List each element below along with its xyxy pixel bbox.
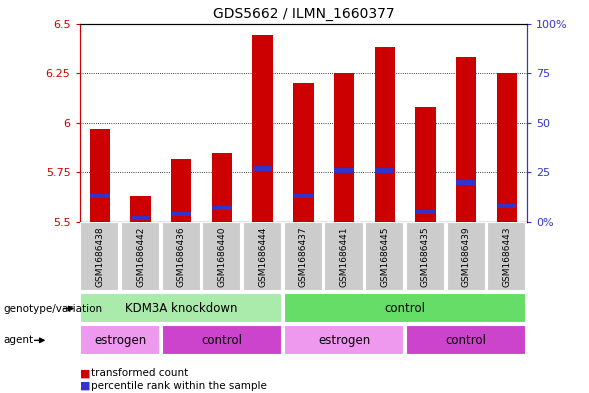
Bar <box>334 73 354 222</box>
Bar <box>406 325 527 356</box>
Bar <box>253 166 272 171</box>
Text: GSM1686444: GSM1686444 <box>258 226 267 286</box>
Bar <box>80 325 160 356</box>
Bar <box>446 222 486 291</box>
Bar <box>293 83 313 222</box>
Text: control: control <box>446 334 487 347</box>
Bar <box>90 194 110 198</box>
Bar <box>456 57 477 222</box>
Text: GSM1686435: GSM1686435 <box>421 226 430 287</box>
Text: GSM1686442: GSM1686442 <box>136 226 145 286</box>
Text: GSM1686443: GSM1686443 <box>502 226 511 286</box>
Bar <box>497 204 517 208</box>
Bar <box>284 222 323 291</box>
Bar <box>497 73 517 222</box>
Bar <box>131 216 150 220</box>
Bar <box>80 222 120 291</box>
Bar <box>284 325 404 356</box>
Text: estrogen: estrogen <box>318 334 370 347</box>
Text: GSM1686445: GSM1686445 <box>380 226 389 286</box>
Text: estrogen: estrogen <box>94 334 146 347</box>
Bar <box>415 107 436 222</box>
Text: ■: ■ <box>80 368 90 378</box>
Bar <box>203 222 241 291</box>
Bar <box>456 180 476 185</box>
Text: GSM1686438: GSM1686438 <box>95 226 104 287</box>
Bar <box>487 222 527 291</box>
Bar <box>294 194 313 198</box>
Bar <box>171 212 191 216</box>
Bar <box>243 222 282 291</box>
Bar <box>365 222 404 291</box>
Bar <box>171 158 191 222</box>
Bar <box>162 325 282 356</box>
Bar <box>375 168 395 173</box>
Bar <box>212 206 231 210</box>
Text: GSM1686439: GSM1686439 <box>462 226 471 287</box>
Text: transformed count: transformed count <box>91 368 188 378</box>
Bar <box>121 222 160 291</box>
Bar <box>90 129 110 222</box>
Text: GSM1686440: GSM1686440 <box>217 226 226 286</box>
Bar <box>284 293 527 323</box>
Bar <box>253 35 273 222</box>
Bar <box>130 196 151 222</box>
Text: GSM1686436: GSM1686436 <box>177 226 186 287</box>
Text: agent: agent <box>3 335 33 345</box>
Title: GDS5662 / ILMN_1660377: GDS5662 / ILMN_1660377 <box>213 7 394 21</box>
Bar <box>80 293 282 323</box>
Bar <box>325 222 363 291</box>
Text: percentile rank within the sample: percentile rank within the sample <box>91 381 267 391</box>
Bar <box>162 222 201 291</box>
Text: control: control <box>201 334 243 347</box>
Text: control: control <box>385 301 426 315</box>
Bar <box>406 222 445 291</box>
Text: KDM3A knockdown: KDM3A knockdown <box>125 301 237 315</box>
Bar <box>335 168 353 173</box>
Text: ■: ■ <box>80 381 90 391</box>
Bar <box>375 48 395 222</box>
Text: genotype/variation: genotype/variation <box>3 303 102 314</box>
Bar <box>212 152 232 222</box>
Bar <box>416 210 435 214</box>
Text: GSM1686437: GSM1686437 <box>299 226 308 287</box>
Text: GSM1686441: GSM1686441 <box>339 226 349 286</box>
